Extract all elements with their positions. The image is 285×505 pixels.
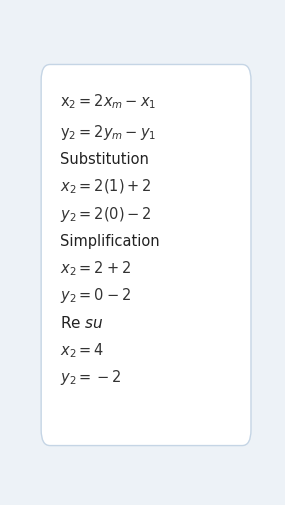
Text: $\mathrm{Re}\ \mathit{su}$: $\mathrm{Re}\ \mathit{su}$ [60,315,104,331]
FancyBboxPatch shape [41,65,251,445]
Text: $x_2 = 2 + 2$: $x_2 = 2 + 2$ [60,259,131,278]
Text: $y_2 = 2(0) - 2$: $y_2 = 2(0) - 2$ [60,205,152,224]
Text: $\mathrm{x}_2 = 2x_m - x_1$: $\mathrm{x}_2 = 2x_m - x_1$ [60,92,156,111]
Text: Simplification: Simplification [60,234,160,249]
Text: $y_2 = 0 - 2$: $y_2 = 0 - 2$ [60,286,131,306]
Text: Substitution: Substitution [60,152,149,167]
Text: $y_2 = -2$: $y_2 = -2$ [60,368,122,387]
Text: $\mathrm{y}_2 = 2y_m - y_1$: $\mathrm{y}_2 = 2y_m - y_1$ [60,123,156,142]
Text: $x_2 = 4$: $x_2 = 4$ [60,341,104,360]
Text: $x_2 = 2(1) + 2$: $x_2 = 2(1) + 2$ [60,178,152,196]
